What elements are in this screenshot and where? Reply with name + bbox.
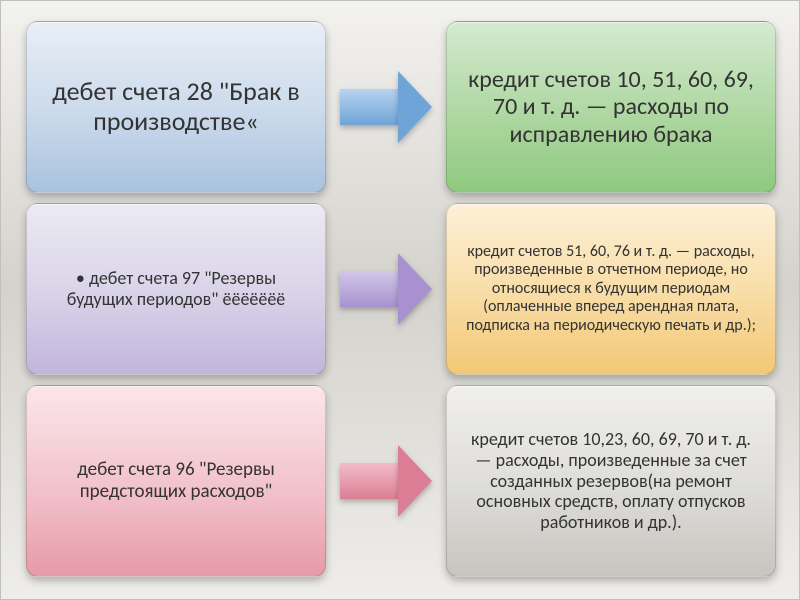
debit-card-2: • дебет счета 97 "Резервы будущих период… <box>26 203 326 375</box>
credit-card-2: кредит счетов 51, 60, 76 и т. д. — расхо… <box>446 203 776 375</box>
flow-row-3: дебет счета 96 "Резервы предстоящих расх… <box>1 385 800 577</box>
flow-row-1: дебет счета 28 "Брак в производстве« кред… <box>1 21 800 193</box>
credit-text: кредит счетов 51, 60, 76 и т. д. — расхо… <box>461 243 761 335</box>
debit-card-3: дебет счета 96 "Резервы предстоящих расх… <box>26 385 326 577</box>
debit-text: дебет счета 96 "Резервы предстоящих расх… <box>41 459 311 503</box>
diagram-canvas: дебет счета 28 "Брак в производстве« кред… <box>0 0 800 600</box>
credit-card-1: кредит счетов 10, 51, 60, 69, 70 и т. д.… <box>446 21 776 193</box>
arrow-right-icon <box>340 445 432 517</box>
arrow-right-icon <box>340 71 432 143</box>
arrow-cell-1 <box>326 21 446 193</box>
debit-text: • дебет счета 97 "Резервы будущих период… <box>41 268 311 309</box>
debit-text: дебет счета 28 "Брак в производстве« <box>41 77 311 137</box>
credit-card-3: кредит счетов 10,23, 60, 69, 70 и т. д. … <box>446 385 776 577</box>
flow-row-2: • дебет счета 97 "Резервы будущих период… <box>1 203 800 375</box>
arrow-right-icon <box>340 253 432 325</box>
credit-text: кредит счетов 10,23, 60, 69, 70 и т. д. … <box>461 429 761 532</box>
arrow-cell-2 <box>326 203 446 375</box>
credit-text: кредит счетов 10, 51, 60, 69, 70 и т. д.… <box>461 66 761 149</box>
arrow-cell-3 <box>326 385 446 577</box>
debit-card-1: дебет счета 28 "Брак в производстве« <box>26 21 326 193</box>
